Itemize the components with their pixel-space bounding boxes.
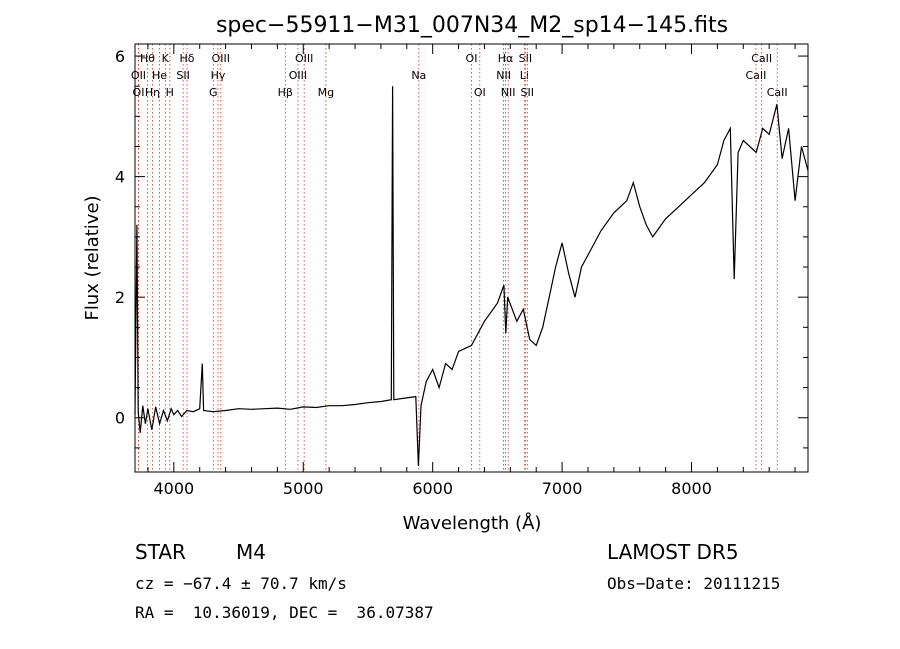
line-label: Hη (145, 86, 160, 99)
spectrum-line (134, 86, 809, 467)
line-label: OI (133, 86, 145, 99)
x-tick-label: 6000 (412, 479, 453, 498)
line-label: Hα (498, 52, 514, 65)
line-label: SII (176, 69, 189, 82)
line-label: SII (519, 52, 532, 65)
y-tick-label: 0 (115, 409, 125, 428)
line-label: K (162, 52, 170, 65)
line-label: SII (521, 86, 534, 99)
chart-title: spec−55911−M31_007N34_M2_sp14−145.fits (216, 13, 728, 38)
line-label: He (152, 69, 167, 82)
line-label: OIII (212, 52, 230, 65)
line-label: Mg (318, 86, 334, 99)
y-tick-label: 2 (115, 288, 125, 307)
line-label: G (209, 86, 218, 99)
spectrum-series (134, 86, 809, 467)
line-label: OI (474, 86, 486, 99)
line-label: Hθ (140, 52, 155, 65)
object-subclass: M4 (236, 540, 266, 564)
x-tick-label: 7000 (542, 479, 583, 498)
redshift-velocity: cz = −67.4 ± 70.7 km/s (135, 574, 347, 593)
object-class: STAR (135, 540, 186, 564)
line-label: Na (411, 69, 426, 82)
line-label: Hγ (211, 69, 226, 82)
line-label: CaII (767, 86, 788, 99)
line-label: OIII (295, 52, 313, 65)
line-label: CaII (746, 69, 767, 82)
line-label: OIII (289, 69, 307, 82)
x-tick-label: 5000 (283, 479, 324, 498)
line-label: Hδ (180, 52, 195, 65)
survey-name: LAMOST DR5 (607, 540, 739, 564)
line-label: NII (501, 86, 516, 99)
line-label: OI (466, 52, 478, 65)
x-axis-label: Wavelength (Å) (403, 512, 542, 534)
plot-frame (134, 43, 809, 473)
line-label: NII (496, 69, 511, 82)
observation-date: Obs−Date: 20111215 (607, 574, 781, 593)
ra-dec-coordinates: RA = 10.36019, DEC = 36.07387 (135, 603, 434, 622)
y-tick-label: 4 (115, 168, 125, 187)
axis-ticks: 4000 5000 6000 7000 8000 0 2 4 6 (115, 44, 808, 498)
line-label: H (166, 86, 174, 99)
y-tick-label: 6 (115, 47, 125, 66)
y-axis-label: Flux (relative) (82, 195, 103, 320)
line-label: CaII (751, 52, 772, 65)
x-tick-label: 4000 (153, 479, 194, 498)
x-tick-label: 8000 (671, 479, 712, 498)
line-label: Li (520, 69, 529, 82)
line-label: Hβ (278, 86, 293, 99)
